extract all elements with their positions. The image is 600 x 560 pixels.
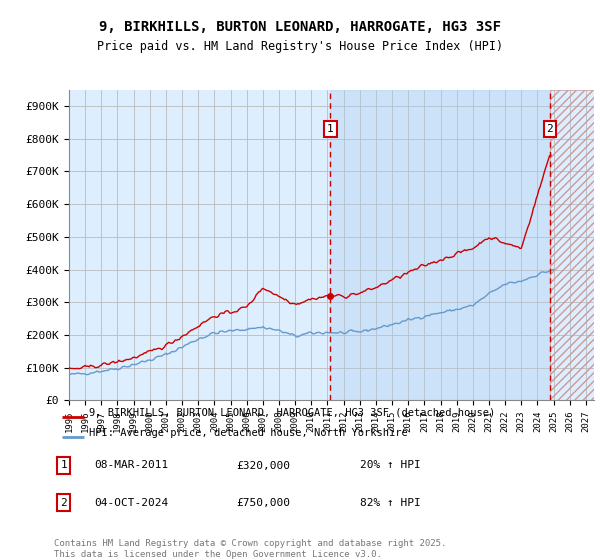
Text: 2: 2: [60, 498, 67, 507]
Bar: [550, 90, 594, 400]
Text: 20% ↑ HPI: 20% ↑ HPI: [360, 460, 421, 470]
Text: 2: 2: [547, 124, 553, 134]
Text: £320,000: £320,000: [236, 460, 290, 470]
Text: £750,000: £750,000: [236, 498, 290, 507]
Text: 04-OCT-2024: 04-OCT-2024: [94, 498, 169, 507]
Text: 1: 1: [327, 124, 334, 134]
Text: HPI: Average price, detached house, North Yorkshire: HPI: Average price, detached house, Nort…: [89, 428, 407, 438]
Text: 08-MAR-2011: 08-MAR-2011: [94, 460, 169, 470]
Text: 82% ↑ HPI: 82% ↑ HPI: [360, 498, 421, 507]
Bar: [331, 90, 550, 400]
Text: Price paid vs. HM Land Registry's House Price Index (HPI): Price paid vs. HM Land Registry's House …: [97, 40, 503, 53]
Text: Contains HM Land Registry data © Crown copyright and database right 2025.
This d: Contains HM Land Registry data © Crown c…: [54, 539, 446, 559]
Text: 1: 1: [60, 460, 67, 470]
Bar: [550, 90, 594, 400]
Text: 9, BIRKHILLS, BURTON LEONARD, HARROGATE, HG3 3SF: 9, BIRKHILLS, BURTON LEONARD, HARROGATE,…: [99, 20, 501, 34]
Text: 9, BIRKHILLS, BURTON LEONARD, HARROGATE, HG3 3SF (detached house): 9, BIRKHILLS, BURTON LEONARD, HARROGATE,…: [89, 408, 495, 418]
